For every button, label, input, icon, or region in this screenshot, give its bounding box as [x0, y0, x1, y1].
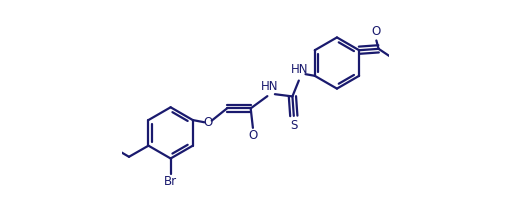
Text: O: O: [203, 116, 213, 129]
Text: O: O: [248, 129, 258, 142]
Text: HN: HN: [261, 80, 278, 93]
Text: Br: Br: [164, 175, 177, 188]
Text: HN: HN: [291, 63, 309, 76]
Text: O: O: [371, 25, 380, 38]
Text: S: S: [290, 119, 297, 132]
